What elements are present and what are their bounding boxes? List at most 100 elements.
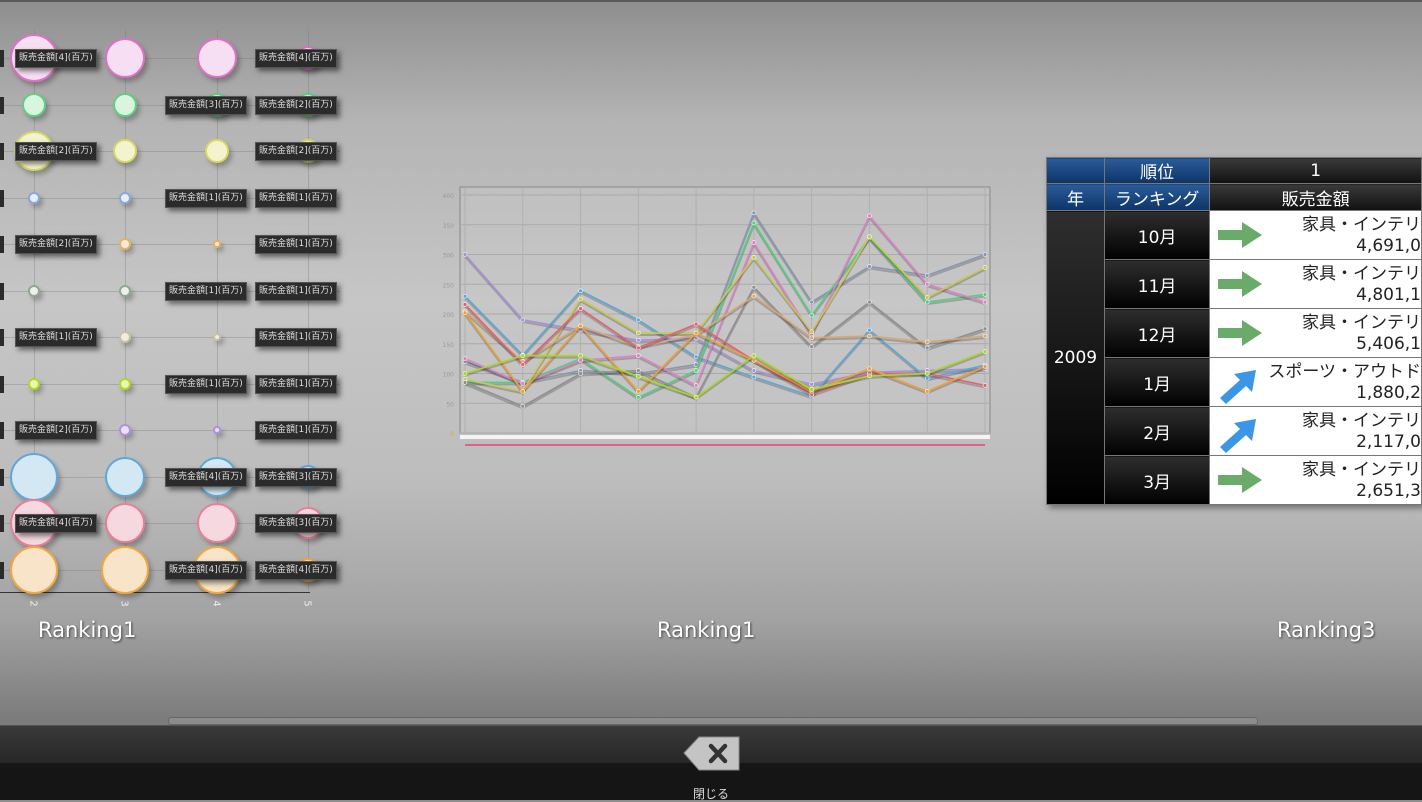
bubble-point[interactable] [113,139,137,163]
value-cell[interactable]: 家具・インテリ 2,651,3 [1209,455,1422,505]
data-point [751,368,757,373]
data-point [751,210,757,216]
bubble-tooltip: 販売金額[2](百万) [255,142,337,161]
bubble-point[interactable] [28,191,40,204]
horizontal-scrollbar[interactable] [168,717,1258,725]
bubble-tooltip: 販売金額[1](百万) [255,188,337,208]
data-point [462,293,468,299]
bubble-point[interactable] [197,503,237,543]
y-tick-label: 50 [446,401,454,408]
bubble-point[interactable] [213,240,221,248]
rank-value: 1 [1209,157,1422,184]
year-cell: 2009 [1046,210,1105,505]
line-chart[interactable]: 0 50 100 150 200 250 300 350 400 [420,180,1010,470]
bubble-point[interactable] [213,426,221,434]
value-cell[interactable]: 家具・インテリ 4,691,0 [1209,210,1422,260]
data-point [636,374,641,379]
bubble-point[interactable] [22,92,46,117]
bubble-point[interactable] [205,139,229,163]
value-cell[interactable]: 家具・インテリ 2,117,0 [1209,406,1422,456]
arrow-right-icon [1218,467,1263,493]
bubble-point[interactable] [10,452,58,501]
bubble-point[interactable] [213,333,221,341]
bubble-label-stub [0,189,4,207]
bubble-tooltip: 販売金額[1](百万) [255,374,337,394]
data-point [982,333,988,339]
bubble-label-stub [0,561,4,579]
bubble-point[interactable] [10,545,58,594]
backspace-x-icon [683,736,740,771]
bubble-tooltip: 販売金額[3](百万) [165,95,247,115]
caption-ranking-3[interactable]: Ranking3 [1277,618,1376,642]
bubble-point[interactable] [113,92,137,117]
bubble-gridline-y [0,151,340,152]
bubble-point[interactable] [28,284,40,297]
table-row[interactable]: 3月 家具・インテリ 2,651,3 [1047,455,1422,505]
data-point [578,306,583,311]
bubble-point[interactable] [105,456,145,497]
data-point [809,335,814,341]
series-shadow [464,314,986,395]
series-line [464,253,986,386]
series-line [464,350,986,399]
bubble-label-stub [0,329,4,346]
bubble-point[interactable] [105,503,145,543]
bubble-tooltip: 販売金額[3](百万) [255,514,337,533]
data-point [636,389,641,394]
bubble-point[interactable] [101,545,149,594]
data-point [462,380,468,385]
data-point [693,395,699,400]
y-tick-label: 0 [450,431,454,438]
table-row[interactable]: 12月 家具・インテリ 5,406,1 [1047,308,1422,358]
y-tick-label: 300 [443,253,455,260]
close-button[interactable] [683,736,741,771]
data-point [693,383,699,388]
table-row[interactable]: 1月 スポーツ・アウトド 1,880,2 [1047,357,1422,407]
bubble-point[interactable] [119,284,131,297]
value-cell[interactable]: 家具・インテリ 4,801,1 [1209,259,1422,309]
data-point [867,264,872,269]
sales-value: 4,801,1 [1356,285,1421,305]
data-point [693,330,699,336]
bubble-point[interactable] [197,38,237,78]
bubble-point[interactable] [119,424,131,436]
data-point [867,213,872,219]
bubble-label-stub [0,143,4,160]
value-cell[interactable]: 家具・インテリ 5,406,1 [1209,308,1422,358]
data-point [520,353,526,358]
bubble-tooltip: 販売金額[4](百万) [15,514,97,533]
value-cell[interactable]: スポーツ・アウトド 1,880,2 [1209,357,1422,407]
bubble-tooltip: 販売金額[2](百万) [15,235,97,254]
bubble-chart[interactable]: 2 3 4 5 販売金額[4](百万) 販売金額[4](百万) 販売金額[3](百万) 販売金… [0,30,360,620]
table-row[interactable]: 2009 10月 家具・インテリ 4,691,0 [1046,210,1422,505]
bubble-tooltip: 販売金額[2](百万) [255,95,337,115]
bubble-point[interactable] [28,377,40,390]
data-point [809,387,814,392]
series-line [464,289,986,398]
table-row[interactable]: 11月 家具・インテリ 4,801,1 [1047,259,1422,309]
bubble-point[interactable] [119,377,131,390]
y-tick-label: 350 [443,223,455,230]
caption-ranking-1[interactable]: Ranking1 [38,618,137,642]
bubble-point[interactable] [119,238,131,250]
bubble-point[interactable] [119,331,131,343]
series-shadow [464,287,986,410]
data-point [982,364,988,369]
caption-ranking-1b[interactable]: Ranking1 [657,618,756,642]
bubble-tooltip: 販売金額[4](百万) [165,560,247,580]
bubble-gridline-y [0,523,340,524]
year-header: 年 [1046,183,1105,211]
arrow-up-right-icon [1220,370,1257,404]
y-tick-label: 250 [443,282,455,289]
bubble-gridline-x [125,30,126,590]
data-point [462,252,468,257]
data-point [578,358,583,363]
bubble-point[interactable] [105,38,145,78]
bubble-gridline-y [0,337,340,338]
close-label[interactable]: 閉じる [692,787,729,801]
bubble-point[interactable] [119,191,131,204]
data-point [462,310,468,316]
series-shadow [464,237,986,395]
data-point [751,240,757,245]
data-point [636,330,641,336]
